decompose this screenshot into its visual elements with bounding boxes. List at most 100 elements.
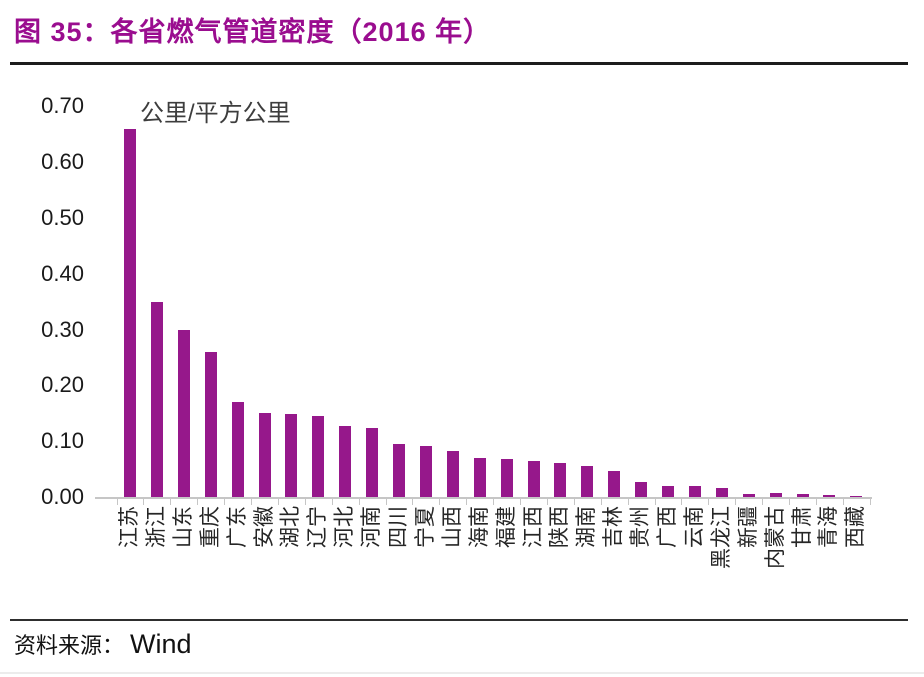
x-axis-tick: [116, 499, 118, 505]
x-axis-tick: [520, 499, 522, 505]
x-tick-label: 四川: [387, 506, 410, 548]
x-tick-label: 江西: [521, 506, 545, 548]
x-tick-label: 辽宁: [306, 506, 330, 548]
bar-宁夏: [419, 446, 432, 497]
y-tick-label: 0.10: [41, 428, 84, 454]
x-axis-tick: [304, 499, 306, 505]
x-axis-tick: [600, 499, 602, 505]
x-tick-label: 海南: [467, 506, 491, 548]
bar-湖北: [285, 414, 298, 497]
bar-新疆: [742, 494, 755, 497]
x-axis-tick: [493, 499, 495, 505]
source-value: Wind: [130, 629, 192, 659]
x-axis-tick: [251, 499, 253, 505]
bar-河北: [339, 426, 352, 497]
y-tick-label: 0.60: [41, 149, 84, 175]
x-axis-tick: [224, 499, 226, 505]
bar-湖南: [581, 466, 594, 497]
x-axis-tick: [627, 499, 629, 505]
bar-辽宁: [312, 416, 325, 497]
bar-山西: [446, 451, 459, 497]
bar-重庆: [204, 352, 217, 497]
x-axis-tick: [708, 499, 710, 505]
x-axis-tick: [735, 499, 737, 505]
footer-divider: [10, 619, 908, 621]
y-tick-label: 0.00: [41, 484, 84, 509]
x-axis-tick: [654, 499, 656, 505]
x-axis-tick: [762, 499, 764, 505]
bar-河南: [366, 428, 379, 497]
bar-海南: [473, 458, 486, 497]
bar-吉林: [608, 471, 621, 497]
x-tick-label: 甘肃: [790, 506, 814, 548]
x-tick-label: 西藏: [844, 506, 868, 548]
bar-陕西: [554, 463, 567, 497]
x-tick-label: 河南: [360, 506, 384, 548]
x-tick-label: 青海: [817, 506, 841, 548]
x-tick-label: 吉林: [602, 506, 626, 548]
x-tick-label: 宁夏: [413, 506, 437, 548]
y-tick-label: 0.70: [41, 93, 84, 119]
bar-青海: [823, 495, 836, 497]
x-tick-label: 新疆: [736, 506, 760, 548]
y-tick-label: 0.30: [41, 316, 84, 342]
x-tick-label: 河北: [333, 506, 357, 548]
x-tick-label: 湖南: [575, 506, 599, 548]
x-tick-label: 山西: [440, 506, 464, 548]
source-label: 资料来源：: [14, 633, 125, 658]
source-line: 资料来源： Wind: [14, 628, 192, 660]
x-axis-tick: [385, 499, 387, 505]
y-axis-unit-label: 公里/平方公里: [140, 100, 291, 127]
x-tick-label: 江苏: [118, 506, 141, 548]
bar-甘肃: [796, 494, 809, 497]
x-tick-label: 黑龙江: [709, 506, 733, 569]
x-axis-tick: [143, 499, 145, 505]
x-tick-label: 广西: [656, 506, 679, 548]
bar-安徽: [258, 413, 271, 497]
x-tick-label: 福建: [494, 506, 518, 548]
bar-广东: [231, 402, 244, 497]
bar-山东: [177, 330, 190, 497]
bar-内蒙古: [769, 493, 782, 497]
bar-浙江: [150, 302, 163, 497]
x-axis-tick: [412, 499, 414, 505]
bar-chart-plot-area: [95, 95, 872, 499]
x-tick-label: 山东: [171, 506, 195, 548]
bar-云南: [688, 486, 701, 497]
page-bottom-divider: [0, 672, 924, 674]
x-axis-tick: [546, 499, 548, 505]
x-tick-label: 陕西: [548, 506, 572, 548]
x-tick-label: 广东: [225, 506, 249, 548]
x-axis-tick: [358, 499, 360, 505]
x-axis-tick: [842, 499, 844, 505]
x-axis-tick: [197, 499, 199, 505]
x-tick-label: 云南: [682, 506, 706, 548]
y-tick-label: 0.20: [41, 372, 84, 398]
x-axis-tick: [277, 499, 279, 505]
x-tick-label: 浙江: [144, 506, 168, 548]
bar-江苏: [124, 129, 136, 497]
figure-title: 图 35：各省燃气管道密度（2016 年）: [14, 17, 492, 47]
y-tick-label: 0.40: [41, 260, 84, 286]
x-tick-label: 贵州: [629, 506, 653, 548]
bar-江西: [527, 461, 540, 497]
x-tick-label: 内蒙古: [763, 506, 787, 569]
x-axis-tick: [331, 499, 333, 505]
x-axis-tick: [869, 499, 871, 505]
bar-黑龙江: [715, 488, 728, 497]
x-axis-tick: [681, 499, 683, 505]
x-axis-tick: [789, 499, 791, 505]
x-tick-label: 重庆: [198, 506, 222, 548]
title-divider: [10, 62, 908, 65]
x-axis-tick: [170, 499, 172, 505]
bar-福建: [500, 459, 513, 497]
x-axis-tick: [439, 499, 441, 505]
x-axis-tick: [573, 499, 575, 505]
bar-西藏: [850, 496, 863, 497]
bar-广西: [662, 486, 674, 497]
y-tick-label: 0.50: [41, 205, 84, 230]
x-axis-tick: [815, 499, 817, 505]
x-tick-label: 湖北: [279, 506, 303, 548]
x-axis-tick: [466, 499, 468, 505]
